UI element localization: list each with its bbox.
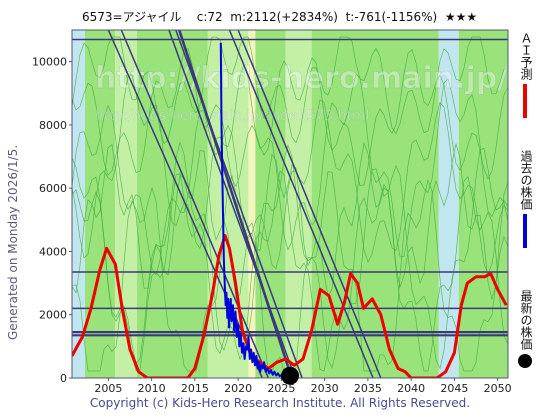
x-tick-label-2010: 2010 xyxy=(138,382,166,395)
indicator-line-2 xyxy=(72,47,508,188)
indicator-line-4 xyxy=(72,63,508,259)
watermark-line-1: http://kids-hero.main.jp/ xyxy=(95,61,508,96)
background-bands xyxy=(72,30,508,378)
y-tick-label-6000: 6000 xyxy=(39,182,67,195)
trend-line-4 xyxy=(178,30,293,378)
y-tick-label-10000: 10000 xyxy=(32,56,67,69)
horizontal-lines xyxy=(72,38,508,337)
indicator-line-0 xyxy=(72,99,508,276)
chart-header: 6573=アジャイル c:72 m:2112(+2834%) t:-761(-1… xyxy=(82,10,478,24)
x-tick-label-2030: 2030 xyxy=(311,382,339,395)
legend-ai-label: ＡＩ予測 xyxy=(519,32,533,80)
y-axis-ticks: 0 2000 4000 6000 8000 10000 xyxy=(32,56,72,385)
x-tick-label-2020: 2020 xyxy=(224,382,252,395)
series-past-line xyxy=(219,42,287,378)
x-tick-label-2025: 2025 xyxy=(267,382,295,395)
legend-latest: 最新の株価 xyxy=(518,290,535,368)
series-ai-line xyxy=(72,234,508,378)
background-band-5 xyxy=(248,30,256,378)
legend-ai-swatch xyxy=(523,84,527,118)
trend-lines xyxy=(107,30,382,378)
background-band-10 xyxy=(458,30,508,378)
y-tick-label-2000: 2000 xyxy=(39,309,67,322)
latest-price-dot xyxy=(281,366,299,385)
trend-line-6 xyxy=(237,30,382,378)
legend-past: 過去の株価 xyxy=(518,150,535,248)
indicator-line-6 xyxy=(72,36,508,145)
legend-latest-label: 最新の株価 xyxy=(519,290,533,350)
y-tick-label-8000: 8000 xyxy=(39,119,67,132)
background-band-0 xyxy=(72,30,85,378)
series-lines xyxy=(72,42,508,378)
latest-price-marker xyxy=(281,366,299,385)
legend-latest-dot xyxy=(518,354,532,368)
legend-ai: ＡＩ予測 xyxy=(518,32,535,118)
background-band-3 xyxy=(136,30,208,378)
indicator-line-1 xyxy=(72,141,508,370)
watermark: http://kids-hero.main.jp/ http://kids-he… xyxy=(95,61,509,125)
y-tick-label-0: 0 xyxy=(60,372,67,385)
x-tick-label-2045: 2045 xyxy=(440,382,468,395)
trend-line-5 xyxy=(228,30,374,378)
x-tick-label-2005: 2005 xyxy=(94,382,122,395)
indicator-lines xyxy=(72,36,508,372)
background-band-9 xyxy=(438,30,459,378)
x-tick-label-2040: 2040 xyxy=(397,382,425,395)
copyright-footer: Copyright (c) Kids-Hero Research Institu… xyxy=(89,396,471,410)
legend-past-swatch xyxy=(523,214,527,248)
watermark-line-2: http://kids-hero.main.jp/code6573.html xyxy=(95,108,369,124)
y-tick-label-4000: 4000 xyxy=(39,245,67,258)
legend-past-label: 過去の株価 xyxy=(519,150,533,210)
x-tick-label-2035: 2035 xyxy=(354,382,382,395)
x-axis-ticks: 2005 2010 2015 2020 2025 2030 2035 2040 2045 2050 xyxy=(94,378,512,395)
trend-line-0 xyxy=(120,30,270,378)
x-tick-label-2050: 2050 xyxy=(484,382,512,395)
x-tick-label-2015: 2015 xyxy=(181,382,209,395)
